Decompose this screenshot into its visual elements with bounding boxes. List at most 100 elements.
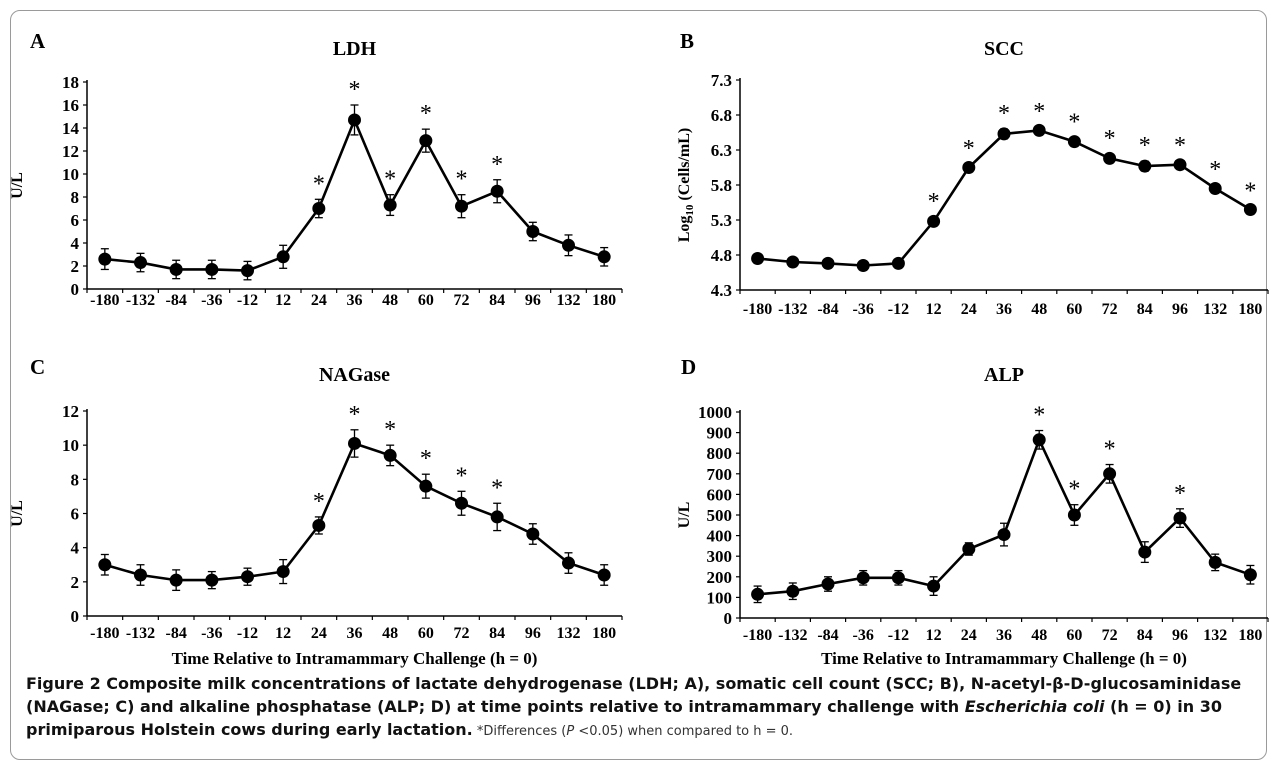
- significance-star: *: [1068, 477, 1080, 503]
- data-point: [1243, 203, 1257, 216]
- significance-star: *: [1174, 133, 1186, 159]
- y-tick-label: 5.3: [711, 211, 732, 230]
- data-point: [856, 571, 870, 585]
- y-tick-label: 4.3: [711, 281, 732, 300]
- y-tick-label: 6.3: [711, 141, 732, 160]
- y-axis-label: U/L: [676, 502, 693, 529]
- y-tick-label: 14: [62, 119, 80, 138]
- data-point: [821, 256, 835, 270]
- chart-title: SCC: [984, 38, 1024, 60]
- data-point: [786, 255, 800, 269]
- data-point: [856, 259, 870, 272]
- y-tick-label: 800: [707, 444, 733, 463]
- significance-star: *: [420, 446, 432, 472]
- x-tick-label: -180: [743, 301, 772, 318]
- y-axis-label: U/L: [9, 500, 26, 527]
- y-tick-label: 1000: [698, 403, 732, 422]
- data-point: [134, 256, 147, 270]
- data-point: [1173, 511, 1187, 525]
- significance-star: *: [313, 171, 325, 197]
- data-point: [962, 161, 976, 174]
- data-point: [241, 264, 254, 278]
- y-tick-label: 5.8: [711, 176, 732, 195]
- data-point: [526, 527, 540, 541]
- y-tick-label: 12: [62, 402, 79, 421]
- data-point: [1103, 151, 1117, 165]
- series-line: [104, 116, 605, 272]
- y-tick-label: 6.8: [711, 106, 732, 125]
- x-tick-label: -132: [778, 627, 807, 644]
- data-point: [383, 198, 397, 212]
- data-point: [1208, 555, 1222, 569]
- data-point: [205, 573, 219, 587]
- y-axis-label: Log10 (Cells/mL): [676, 128, 696, 243]
- y-tick-label: 2: [71, 257, 80, 276]
- x-tick-label: -132: [126, 625, 155, 642]
- y-tick-label: 6: [71, 505, 80, 524]
- x-tick-label: 48: [1031, 627, 1047, 644]
- y-tick-label: 10: [62, 436, 79, 455]
- x-tick-label: 132: [1203, 301, 1227, 318]
- data-point: [1138, 159, 1152, 173]
- x-tick-label: -12: [888, 627, 909, 644]
- x-tick-label: 84: [1137, 627, 1153, 644]
- x-tick-label: -84: [166, 625, 187, 642]
- x-tick-label: 36: [347, 625, 363, 642]
- significance-star: *: [349, 77, 361, 103]
- data-point: [419, 479, 433, 493]
- y-tick-label: 8: [71, 188, 80, 207]
- x-tick-label: 60: [1066, 627, 1082, 644]
- x-tick-label: 84: [1137, 301, 1153, 318]
- data-point: [490, 510, 504, 524]
- x-tick-label: 96: [1172, 627, 1188, 644]
- x-tick-label: -36: [201, 625, 222, 642]
- y-tick-label: 4.8: [711, 246, 732, 265]
- data-point: [597, 250, 611, 264]
- x-axis-title: Time Relative to Intramammary Challenge …: [172, 649, 538, 668]
- data-point: [348, 113, 361, 127]
- significance-star: *: [384, 167, 396, 193]
- y-tick-label: 500: [707, 506, 733, 525]
- data-point: [751, 252, 765, 265]
- data-point: [98, 558, 112, 572]
- caption-organism: Escherichia coli: [964, 697, 1105, 716]
- x-tick-label: 180: [592, 292, 616, 309]
- data-point: [891, 571, 905, 585]
- data-point: [312, 202, 326, 215]
- y-tick-label: 900: [707, 424, 733, 443]
- x-tick-label: 84: [489, 625, 505, 642]
- x-tick-label: 36: [996, 301, 1012, 318]
- data-point: [1173, 158, 1187, 172]
- y-tick-label: 200: [707, 568, 733, 587]
- y-tick-label: 4: [71, 539, 80, 558]
- y-axis-label: U/L: [9, 172, 26, 199]
- caption-note-p: P: [566, 724, 575, 739]
- x-tick-label: -180: [90, 292, 119, 309]
- x-tick-label: 12: [926, 301, 942, 318]
- data-point: [1208, 182, 1222, 195]
- x-tick-label: 84: [489, 292, 505, 309]
- data-point: [169, 573, 183, 587]
- caption-note-b: <0.05) when compared to h = 0.: [574, 724, 794, 739]
- x-tick-label: 12: [275, 625, 291, 642]
- data-point: [1067, 508, 1081, 522]
- caption-tail: (h = 0) in 30 primiparous Holstein cows …: [26, 697, 1222, 739]
- data-point: [134, 568, 147, 582]
- x-tick-label: -84: [166, 292, 187, 309]
- x-tick-label: 12: [926, 627, 942, 644]
- y-tick-label: 2: [71, 573, 80, 592]
- data-point: [786, 584, 800, 598]
- data-point: [1243, 568, 1257, 582]
- significance-star: *: [456, 463, 468, 489]
- x-tick-label: 132: [557, 625, 581, 642]
- data-point: [312, 518, 326, 532]
- significance-star: *: [384, 417, 396, 443]
- x-tick-label: 60: [418, 292, 434, 309]
- data-point: [597, 568, 611, 582]
- x-tick-label: -12: [888, 301, 909, 318]
- data-point: [276, 250, 290, 264]
- data-point: [98, 252, 112, 266]
- x-tick-label: 96: [525, 292, 541, 309]
- x-tick-label: 24: [961, 627, 977, 644]
- y-tick-label: 0: [71, 280, 80, 299]
